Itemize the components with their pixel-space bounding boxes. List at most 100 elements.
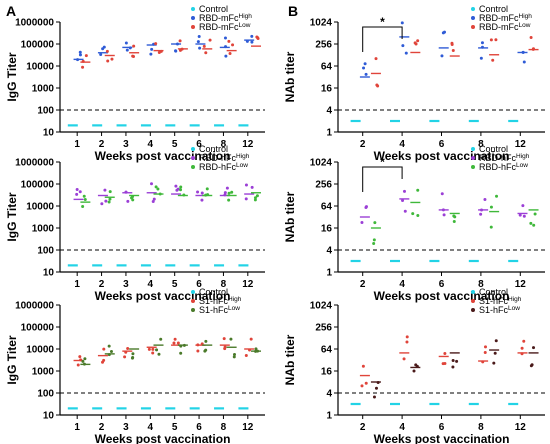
- data-point: [518, 213, 522, 217]
- x-tick-label: 12: [515, 139, 527, 150]
- legend-superscript: High: [228, 296, 242, 303]
- x-tick-label: 6: [196, 279, 202, 290]
- legend-superscript: Low: [519, 22, 531, 29]
- legend-marker: [191, 308, 195, 312]
- y-axis-label: NAb titer: [283, 191, 297, 242]
- data-point: [196, 190, 200, 194]
- legend-marker: [191, 25, 195, 29]
- y-axis-label: IgG Titer: [5, 335, 19, 384]
- data-point: [254, 349, 258, 353]
- y-tick-label: 4: [326, 389, 332, 400]
- x-tick-label: 3: [123, 422, 129, 433]
- data-point: [451, 365, 455, 369]
- data-point: [231, 43, 235, 47]
- legend-marker: [471, 290, 475, 294]
- data-point: [493, 351, 497, 355]
- x-tick-label: 4: [148, 139, 154, 150]
- data-point: [362, 66, 366, 70]
- data-point: [223, 36, 227, 40]
- data-point: [123, 355, 127, 359]
- data-point: [373, 221, 377, 225]
- data-point: [99, 53, 103, 57]
- y-tick-label: 16: [321, 367, 333, 378]
- y-tick-label: 100000: [21, 180, 55, 191]
- data-point: [157, 352, 161, 356]
- data-point: [202, 44, 206, 48]
- legend-superscript: High: [516, 153, 530, 160]
- legend-entry: Control: [479, 4, 508, 14]
- y-tick-label: 1024: [310, 158, 333, 169]
- x-tick-label: 4: [399, 279, 405, 290]
- data-point: [442, 30, 446, 34]
- x-tick-label: 1: [74, 139, 80, 150]
- data-point: [147, 347, 151, 351]
- legend-marker: [471, 7, 475, 11]
- data-point: [483, 198, 487, 202]
- data-point: [441, 208, 445, 212]
- data-point: [156, 187, 160, 191]
- data-point: [401, 44, 405, 48]
- data-point: [81, 59, 85, 63]
- x-tick-label: 4: [399, 139, 405, 150]
- data-point: [232, 355, 236, 359]
- data-point: [107, 353, 111, 357]
- y-tick-label: 1000000: [15, 301, 54, 312]
- data-point: [126, 199, 130, 203]
- y-axis-label: IgG Titer: [5, 192, 19, 241]
- data-point: [450, 43, 454, 47]
- legend-superscript: High: [519, 13, 533, 20]
- data-point: [176, 341, 180, 345]
- data-point: [78, 190, 82, 194]
- data-point: [248, 348, 252, 352]
- data-point: [179, 344, 183, 348]
- data-point: [124, 41, 128, 45]
- y-tick-label: 1: [326, 128, 332, 139]
- legend-entry: RBD-hFcLow: [479, 162, 528, 172]
- data-point: [533, 212, 537, 216]
- data-point: [250, 185, 254, 189]
- data-point: [480, 41, 484, 45]
- data-point: [131, 356, 135, 360]
- data-point: [175, 188, 179, 192]
- data-point: [103, 188, 107, 192]
- data-point: [479, 56, 483, 60]
- data-point: [179, 351, 183, 355]
- data-point: [151, 351, 155, 355]
- data-point: [375, 83, 379, 87]
- data-point: [228, 51, 232, 55]
- y-tick-label: 100: [37, 246, 54, 257]
- data-point: [521, 50, 525, 54]
- x-tick-label: 5: [172, 279, 178, 290]
- data-point: [520, 346, 524, 350]
- legend-entry: RBD-mFcHigh: [199, 13, 252, 23]
- data-point: [414, 42, 418, 46]
- x-tick-label: 3: [123, 139, 129, 150]
- data-point: [101, 47, 105, 51]
- legend-marker: [471, 25, 475, 29]
- y-tick-label: 16: [321, 84, 333, 95]
- legend-superscript: High: [236, 153, 250, 160]
- legend-label: S1-hFc: [199, 305, 229, 315]
- data-point: [107, 344, 111, 348]
- data-point: [180, 47, 184, 51]
- x-tick-label: 8: [478, 422, 484, 433]
- data-point: [78, 355, 82, 359]
- data-point: [489, 38, 493, 42]
- data-point: [364, 206, 368, 210]
- data-point: [452, 214, 456, 218]
- data-point: [480, 208, 484, 212]
- data-point: [529, 221, 533, 225]
- y-tick-label: 100000: [21, 323, 55, 334]
- data-point: [223, 191, 227, 195]
- legend-label: Control: [199, 144, 228, 154]
- data-point: [82, 194, 86, 198]
- legend-label: Control: [199, 4, 228, 14]
- data-point: [173, 337, 177, 341]
- legend-entry: RBD-hFcLow: [199, 162, 248, 172]
- legend-label: RBD-mFc: [479, 22, 519, 32]
- y-tick-label: 100: [37, 389, 54, 400]
- legend-entry: RBD-hFcHigh: [199, 153, 250, 163]
- data-point: [416, 214, 420, 218]
- data-point: [489, 205, 493, 209]
- data-point: [105, 49, 109, 53]
